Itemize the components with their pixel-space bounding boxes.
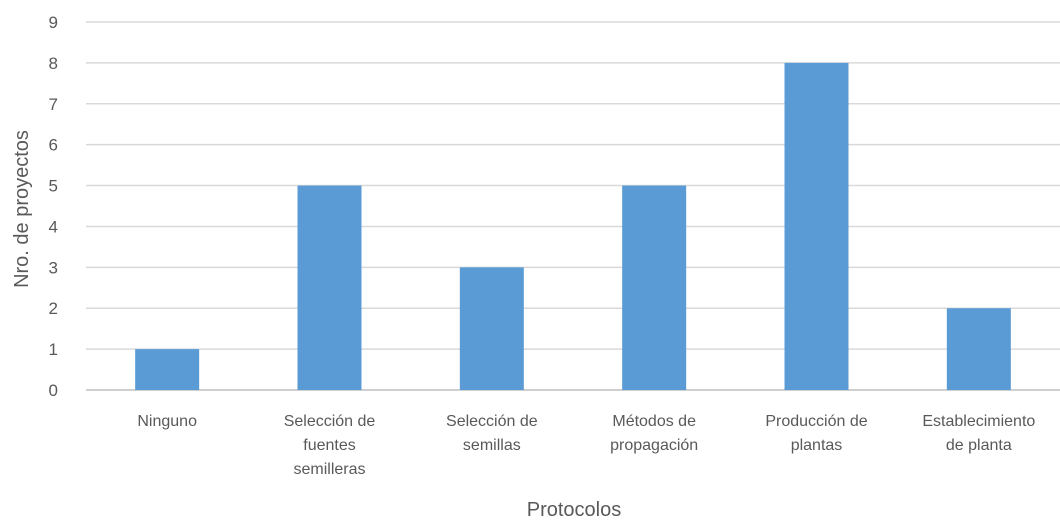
bar xyxy=(459,267,524,390)
bars xyxy=(135,62,1011,391)
x-axis-category-labels: Ninguno Selección de fuentes semilleras Sele… xyxy=(137,413,1035,478)
x-category-label: Producción de plantas xyxy=(765,413,867,454)
x-category-label: Métodos de propagación xyxy=(610,413,698,454)
bar xyxy=(622,185,687,390)
y-tick-label: 5 xyxy=(49,177,58,196)
y-axis-title: Nro. de proyectos xyxy=(11,130,33,288)
y-tick-label: 7 xyxy=(49,95,58,114)
bar xyxy=(784,62,849,391)
y-axis-ticks: 0 1 2 3 4 5 6 7 8 9 xyxy=(49,13,58,400)
y-tick-label: 6 xyxy=(49,136,58,155)
gridlines xyxy=(86,21,1060,391)
x-category-label: Establecimiento de planta xyxy=(922,413,1035,454)
y-tick-label: 8 xyxy=(49,54,58,73)
y-tick-label: 1 xyxy=(49,340,58,359)
bar xyxy=(946,308,1011,390)
x-category-label: Selección de semillas xyxy=(446,413,538,454)
y-tick-label: 9 xyxy=(49,13,58,32)
x-category-label: Ninguno xyxy=(137,413,197,430)
y-tick-label: 2 xyxy=(49,299,58,318)
y-tick-label: 3 xyxy=(49,258,58,277)
bar xyxy=(135,349,200,390)
y-tick-label: 4 xyxy=(49,217,58,236)
bar xyxy=(297,185,362,390)
y-tick-label: 0 xyxy=(49,381,58,400)
x-axis-title: Protocolos xyxy=(527,499,622,521)
x-category-label: Selección de fuentes semilleras xyxy=(284,413,376,478)
